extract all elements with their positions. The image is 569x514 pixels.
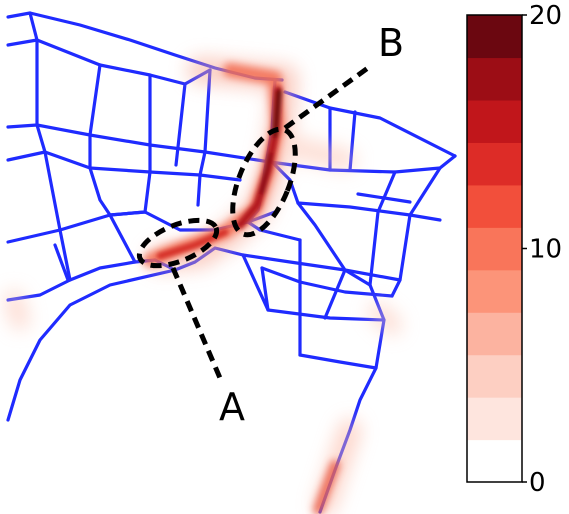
colorbar-band (467, 354, 522, 398)
colorbar-bands (467, 15, 522, 483)
callout-a-leader (170, 267, 223, 379)
colorbar-tick-label: 10 (529, 235, 562, 265)
callout-b-label: B (378, 21, 404, 65)
callout-a-ellipse (136, 217, 220, 269)
colorbar-band (467, 227, 522, 271)
colorbar-band (467, 15, 522, 59)
colorbar-band (467, 312, 522, 356)
colorbar-band (467, 439, 522, 483)
callout-group: A B (136, 21, 404, 429)
callout-b: B (230, 21, 404, 238)
colorbar-band (467, 397, 522, 441)
colorbar-tick-label: 20 (529, 1, 562, 31)
colorbar-band (467, 269, 522, 313)
colorbar-band (467, 57, 522, 101)
callout-b-ellipse (230, 126, 298, 238)
colorbar-tick-label: 0 (529, 468, 546, 498)
callout-a-label: A (219, 385, 245, 429)
road-network (6, 11, 457, 514)
colorbar-band (467, 142, 522, 186)
colorbar-legend: 20 10 0 (466, 1, 562, 498)
colorbar-band (467, 184, 522, 228)
colorbar-band (467, 99, 522, 143)
colorbar-ticks: 20 10 0 (522, 1, 562, 498)
callout-a: A (136, 217, 245, 429)
